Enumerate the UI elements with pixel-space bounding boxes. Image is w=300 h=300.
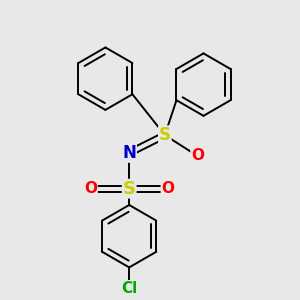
Text: S: S xyxy=(123,180,136,198)
Text: O: O xyxy=(191,148,204,164)
Text: O: O xyxy=(161,181,174,196)
Text: Cl: Cl xyxy=(121,281,137,296)
Text: N: N xyxy=(122,144,136,162)
Text: O: O xyxy=(84,181,97,196)
Text: S: S xyxy=(159,126,171,144)
